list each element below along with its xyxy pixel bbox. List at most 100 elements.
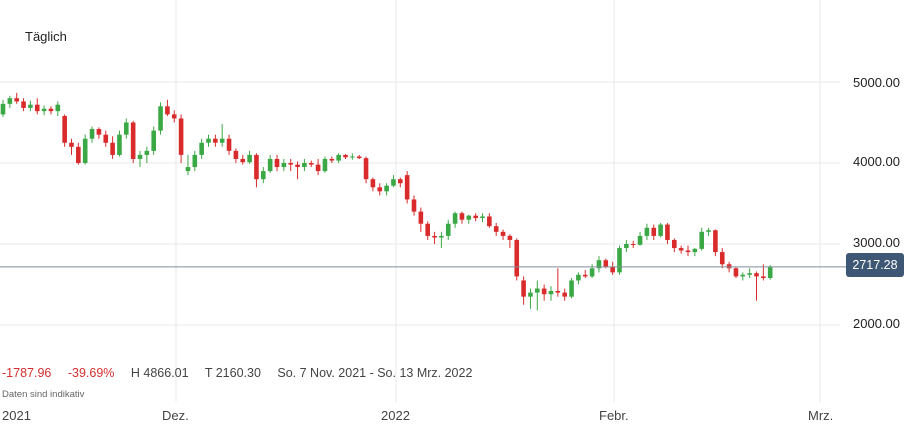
candle-body [740,274,746,277]
candle-body [658,224,663,236]
candle-body [137,154,143,159]
candle-body [637,235,643,245]
candle-body [41,108,47,112]
candle-body [267,158,273,172]
candle-body [493,226,499,232]
change-absolute: -1787.96 [2,366,52,380]
candle-body [322,158,328,172]
candle-body [247,154,252,163]
low-value: T 2160.30 [204,366,261,380]
candle-body [124,122,129,135]
candle-body [528,292,533,297]
candle-body [411,199,417,212]
candle-body [452,213,458,224]
candle-body [487,216,492,227]
candle-body [89,128,95,139]
candle-body [418,211,424,224]
period-label[interactable]: Täglich [25,29,67,44]
high-value: H 4866.01 [130,366,189,380]
candle-body [261,171,266,180]
candle-body [459,213,465,220]
candle-body [343,154,348,158]
y-tick-label: 5000.00 [853,75,900,90]
change-percent: -39.69% [67,366,115,380]
current-price-tag: 2717.28 [846,253,904,277]
candle-body [384,185,389,192]
candle-body [82,138,88,163]
candle-body [96,128,102,135]
candle-body [555,290,561,293]
candle-body [356,156,362,159]
x-tick-label: 2022 [381,408,410,423]
candle-body [158,106,163,131]
candle-body [747,273,752,275]
candle-body [398,179,403,184]
candle-body [254,154,259,180]
candle-body [110,142,115,155]
candle-body [589,268,595,277]
candle-body [644,227,650,236]
indicative-note: Daten sind indikativ [2,389,85,400]
candle-body [473,215,478,219]
candle-body [699,231,704,249]
candle-body [535,288,540,293]
x-tick-label: Mrz. [808,408,834,423]
candle-body [569,280,574,297]
candle-body [130,122,136,159]
stats-row: -1787.96 -39.69% H 4866.01 T 2160.30 So.… [2,366,485,380]
candle-body [34,104,40,112]
candle-body [582,274,588,277]
candle-body [630,244,636,245]
candle-body [117,134,122,155]
candle-body [226,138,232,151]
candle-body [548,290,554,295]
candle-body [521,280,526,297]
candle-body [404,175,410,200]
candle-body [199,142,204,155]
candle-body [240,158,246,163]
candle-body [610,266,615,273]
candle-body [672,239,677,249]
candle-body [562,292,567,297]
candle-body [288,163,293,165]
candle-body [336,154,341,161]
candle-body [28,104,33,108]
candle-body [165,106,170,115]
candle-body [507,235,513,240]
candle-body [206,138,211,143]
candle-body [576,274,581,281]
candle-body [685,250,691,253]
candle-body [480,216,485,219]
candle-body [185,167,191,172]
candle-body [377,187,383,192]
candle-body [274,158,280,168]
candle-body [733,268,739,277]
candle-body [103,134,109,143]
y-tick-label: 3000.00 [853,235,900,250]
candle-body [370,179,376,188]
candle-body [308,163,314,165]
candle-body [144,150,150,155]
candle-body [192,154,198,168]
candle-body [719,252,725,265]
candle-body [233,150,239,159]
candle-body [713,230,718,253]
candle-body [692,248,698,253]
candle-body [541,288,547,295]
candle-body [761,276,766,279]
candle-body [350,156,355,158]
candle-body [76,146,81,163]
x-tick-label: Dez. [162,408,189,423]
y-tick-label: 2000.00 [853,316,900,331]
candle-body [596,260,602,269]
candle-body [315,164,321,172]
candle-body [754,273,759,277]
x-tick-label: Febr. [599,408,629,423]
candle-body [651,227,657,236]
candle-body [624,244,629,249]
candle-body [213,138,218,143]
candle-body [151,130,156,151]
candle-body [219,138,225,143]
candle-body [391,179,396,186]
